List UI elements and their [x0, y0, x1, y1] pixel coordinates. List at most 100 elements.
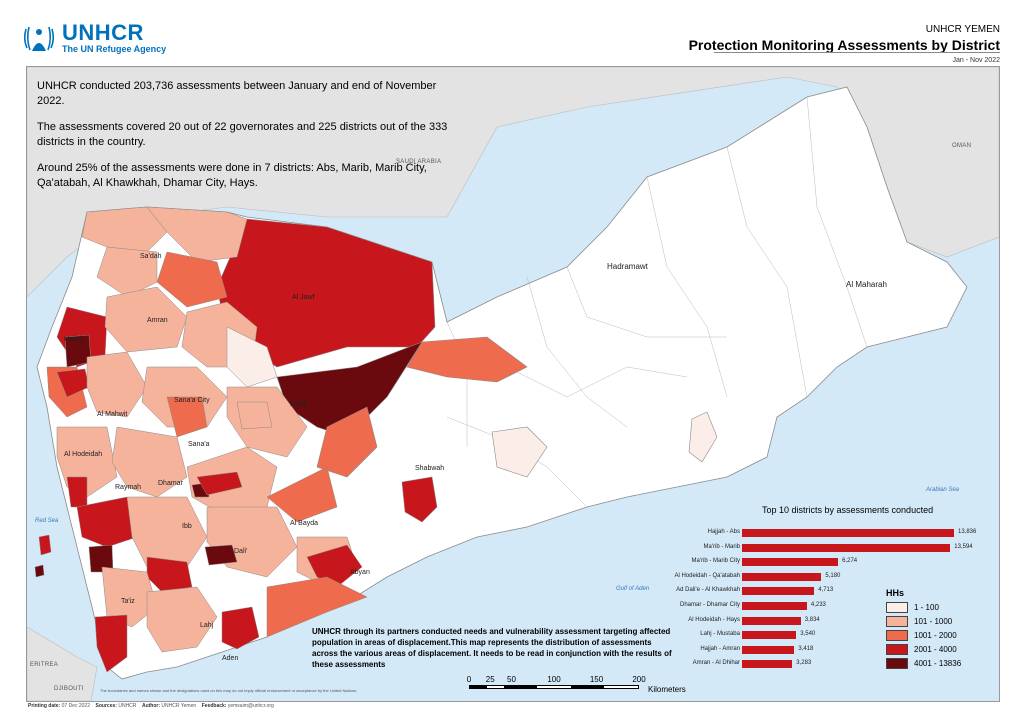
map-title: Protection Monitoring Assessments by Dis…: [688, 37, 1000, 53]
label-abyan: Abyan: [350, 569, 370, 576]
scale-bar: 0 25 50 100 150 200 Kilometers: [465, 675, 686, 694]
label-sanaa: Sana'a: [188, 441, 210, 448]
bar-row: Al Hodeidah - Qa'atabah 5,180: [620, 572, 980, 584]
bar-value-label: 4,713: [818, 587, 834, 594]
unhcr-logo: UNHCR The UN Refugee Agency: [22, 22, 166, 55]
logo-tagline: The UN Refugee Agency: [62, 44, 167, 54]
intro-paragraph-3: Around 25% of the assessments were done …: [37, 162, 427, 189]
intro-paragraph-1: UNHCR conducted 203,736 assessments betw…: [37, 80, 437, 107]
label-al-jawf: Al Jawf: [292, 294, 315, 301]
footer-author-value: UNHCR Yemen: [161, 703, 197, 709]
bar: [742, 602, 807, 610]
header-divider: [714, 52, 1000, 53]
label-amran: Amran: [147, 317, 168, 324]
label-ibb: Ibb: [182, 523, 192, 530]
label-dali: Dali': [234, 548, 248, 555]
legend-swatch: [886, 658, 908, 669]
legend-swatch: [886, 602, 908, 613]
bar-value-label: 3,283: [796, 660, 812, 667]
bar: [742, 529, 954, 537]
map-frame: [26, 66, 1000, 702]
scale-tick-label: 200: [632, 675, 646, 684]
bar: [742, 616, 801, 625]
footer-printing-value: 07 Dec 2022: [61, 703, 90, 709]
scale-unit: Kilometers: [648, 685, 686, 694]
bar-category-label: Dhamar - Dhamar City: [679, 602, 740, 608]
bar-row: Al Hodeidah - Hays 3,834: [620, 616, 980, 628]
bar-value-label: 13,836: [958, 529, 977, 535]
legend-item: 2001 - 4000: [886, 644, 961, 655]
bar-row: Ma'rib - Marib 13,594: [620, 543, 980, 555]
yemen-map: [27, 67, 999, 701]
legend-title: HHs: [886, 588, 905, 598]
bar-value-label: 5,180: [825, 572, 841, 579]
bar: [742, 645, 795, 654]
footer-sources-label: Sources:: [95, 703, 117, 709]
label-al-mahwit: Al Mahwit: [97, 411, 128, 418]
bar-value-label: 13,594: [954, 543, 973, 550]
label-taiz: Ta'iz: [121, 598, 135, 605]
legend-swatch: [886, 616, 908, 627]
logo-name: UNHCR: [62, 20, 144, 45]
top10-chart-title: Top 10 districts by assessments conducte…: [762, 505, 934, 515]
bar-row: Dhamar - Dhamar City 4,233: [620, 601, 980, 613]
country-label: UNHCR YEMEN: [925, 24, 1000, 35]
intro-paragraph-2: The assessments covered 20 out of 22 gov…: [37, 121, 448, 148]
bar: [742, 543, 951, 552]
bar-category-label: Al Hodeidah - Qa'atabah: [674, 572, 740, 579]
label-aden: Aden: [222, 655, 239, 662]
legend-swatch: [886, 644, 908, 655]
district-hadramawt-light: [491, 426, 548, 478]
methodology-note: UNHCR through its partners conducted nee…: [312, 627, 672, 669]
label-saudi-arabia: SAUDI ARABIA: [396, 159, 442, 165]
bar: [742, 631, 797, 640]
unhcr-emblem-icon: [23, 26, 55, 51]
bar: [742, 558, 839, 567]
scale-bar-graphic: [469, 685, 639, 689]
bar-category-label: Hajjah - Amran: [700, 645, 740, 652]
footer: Printing date: 07 Dec 2022 Sources: UNHC…: [28, 703, 274, 709]
label-lahj: Lahj: [200, 622, 214, 629]
label-hadramawt: Hadramawt: [607, 262, 648, 271]
label-hajjah: Hajjah: [64, 336, 84, 343]
island-kamaran: [38, 534, 52, 556]
bar-category-label: Ma'rib - Marib City: [691, 558, 740, 565]
district-shabwah-north: [406, 336, 528, 383]
bar-row: Lahj - Mustaba 3,540: [620, 630, 980, 642]
label-oman: OMAN: [952, 143, 972, 149]
legend-label: 4001 - 13836: [914, 659, 962, 668]
footer-author-label: Author:: [141, 703, 161, 709]
label-dhamar: Dhamar: [158, 480, 183, 487]
western-districts: [46, 206, 368, 673]
label-al-hodeidah: Al Hodeidah: [64, 451, 103, 458]
legend-label: 101 - 1000: [914, 617, 953, 626]
legend-label: 2001 - 4000: [914, 645, 957, 654]
bar-category-label: Lahj - Mustaba: [700, 631, 740, 638]
choropleth-legend: HHs 1 - 100 101 - 1000 1001 - 2000 2001 - 4…: [886, 588, 961, 672]
legend-label: 1 - 100: [914, 603, 939, 612]
legend-item: 1001 - 2000: [886, 630, 961, 641]
label-arabian-sea: Arabian Sea: [926, 487, 960, 493]
bar: [742, 587, 815, 596]
scale-tick-label: 50: [507, 675, 516, 684]
label-al-maharah: Al Maharah: [846, 280, 887, 289]
label-raymah: Raymah: [115, 484, 142, 491]
district-al-bayda-east: [316, 406, 378, 478]
bar-row: Ma'rib - Marib City 6,274: [620, 557, 980, 569]
bar-value-label: 4,233: [810, 602, 826, 608]
label-sadah: Sa'dah: [140, 253, 162, 260]
bar-value-label: 3,540: [800, 631, 816, 638]
bar-row: Hajjah - Abs 13,836: [620, 528, 980, 540]
date-range: Jan - Nov 2022: [952, 57, 1000, 64]
bar-row: Ad Dali'e - Al Khawkhah 4,713: [620, 586, 980, 598]
label-djibouti: DJIBOUTI: [54, 686, 84, 692]
bar-row: Hajjah - Amran 3,418: [620, 645, 980, 657]
legend-item: 101 - 1000: [886, 616, 961, 627]
label-sanaa-city: Sana'a City: [174, 397, 210, 404]
bar-category-label: Al Hodeidah - Hays: [688, 616, 740, 623]
label-marib: Marib: [290, 401, 308, 408]
bar: [742, 660, 793, 669]
footer-feedback-label: Feedback:: [201, 703, 227, 709]
legend-item: 4001 - 13836: [886, 658, 961, 669]
scale-tick-label: 25: [485, 675, 495, 684]
